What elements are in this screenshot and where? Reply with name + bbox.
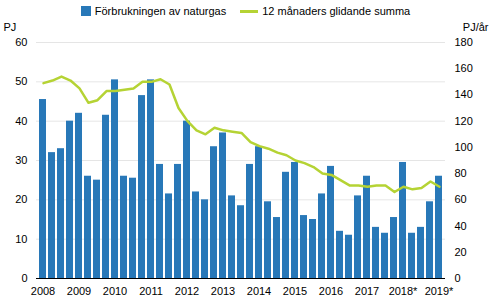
svg-text:2012: 2012 bbox=[175, 285, 199, 297]
svg-text:40: 40 bbox=[15, 115, 27, 127]
svg-text:20: 20 bbox=[455, 246, 467, 258]
svg-text:30: 30 bbox=[15, 154, 27, 166]
svg-text:160: 160 bbox=[455, 62, 473, 74]
svg-text:60: 60 bbox=[15, 36, 27, 48]
svg-text:PJ/år: PJ/år bbox=[463, 21, 489, 33]
svg-text:60: 60 bbox=[455, 193, 467, 205]
svg-text:2010: 2010 bbox=[103, 285, 127, 297]
svg-text:0: 0 bbox=[455, 272, 461, 284]
svg-text:2015: 2015 bbox=[283, 285, 307, 297]
svg-text:180: 180 bbox=[455, 36, 473, 48]
svg-text:140: 140 bbox=[455, 88, 473, 100]
svg-text:40: 40 bbox=[455, 220, 467, 232]
svg-text:80: 80 bbox=[455, 167, 467, 179]
svg-text:2008: 2008 bbox=[31, 285, 55, 297]
svg-text:20: 20 bbox=[15, 193, 27, 205]
svg-text:PJ: PJ bbox=[4, 21, 17, 33]
svg-text:2009: 2009 bbox=[67, 285, 91, 297]
svg-text:120: 120 bbox=[455, 115, 473, 127]
svg-text:2017: 2017 bbox=[355, 285, 379, 297]
svg-text:2011: 2011 bbox=[139, 285, 163, 297]
svg-text:50: 50 bbox=[15, 75, 27, 87]
svg-text:10: 10 bbox=[15, 233, 27, 245]
svg-text:2016: 2016 bbox=[319, 285, 343, 297]
svg-text:100: 100 bbox=[455, 141, 473, 153]
svg-text:2014: 2014 bbox=[247, 285, 271, 297]
html-text:12 månaders glidande summa: 12 månaders glidande summa bbox=[262, 5, 411, 17]
svg-text:0: 0 bbox=[21, 272, 27, 284]
svg-text:2019*: 2019* bbox=[425, 285, 454, 297]
html-text:Förbrukningen av naturgas: Förbrukningen av naturgas bbox=[94, 5, 227, 17]
svg-text:2018*: 2018* bbox=[389, 285, 418, 297]
svg-text:2013: 2013 bbox=[211, 285, 235, 297]
